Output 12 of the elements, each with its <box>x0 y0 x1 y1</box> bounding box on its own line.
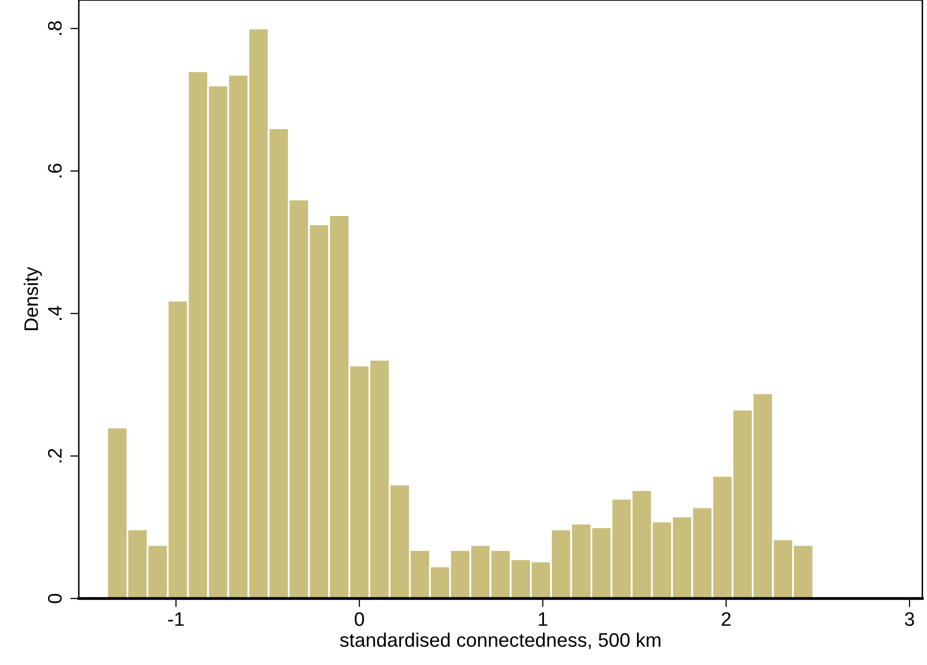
y-tick-label: .2 <box>48 448 62 462</box>
x-tick-label: 1 <box>538 612 548 626</box>
y-tick-label: .4 <box>48 306 62 320</box>
x-tick-label: 3 <box>904 612 914 626</box>
y-tick-label: .6 <box>48 164 62 178</box>
x-tick-label: 0 <box>354 612 364 626</box>
y-axis-title: Density <box>24 266 42 330</box>
y-tick-label: 0 <box>48 594 62 604</box>
x-axis-title: standardised connectedness, 500 km <box>340 632 660 650</box>
x-tick-label: -1 <box>168 612 184 626</box>
y-tick-label: .8 <box>48 21 62 35</box>
x-tick-label: 2 <box>722 612 731 626</box>
